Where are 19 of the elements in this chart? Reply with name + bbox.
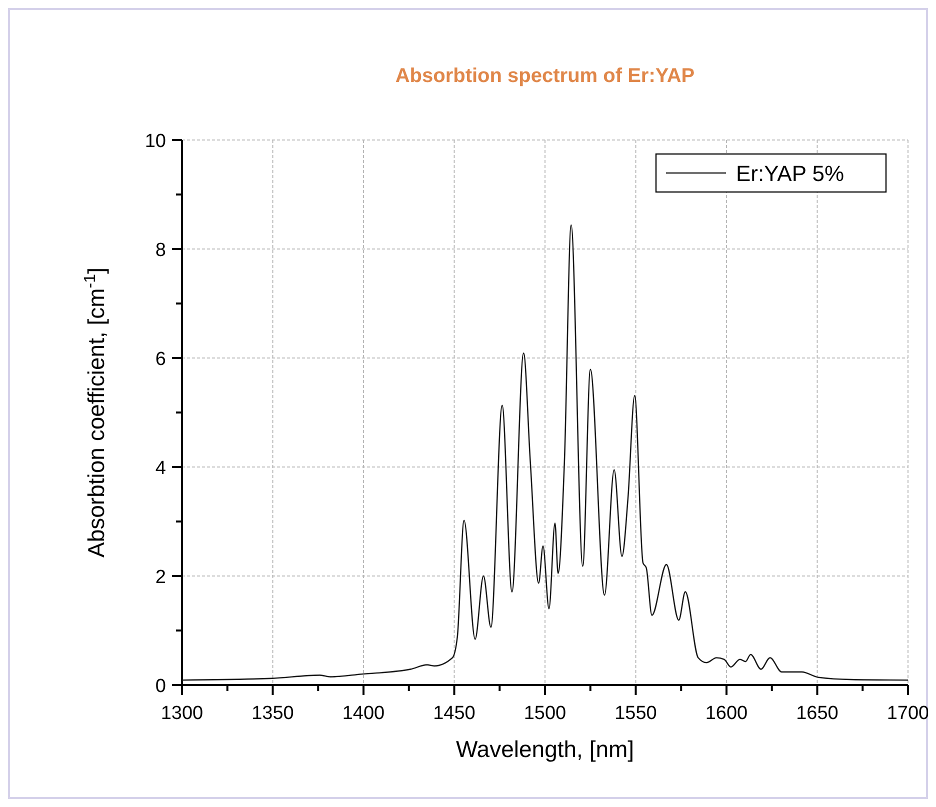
chart-title: Absorbtion spectrum of Er:YAP (395, 65, 695, 87)
y-tick-label: 8 (155, 240, 166, 261)
x-tick-label: 1400 (342, 703, 385, 724)
x-tick-label: 1350 (252, 703, 294, 724)
x-tick-label: 1450 (433, 703, 476, 724)
y-tick-label: 10 (144, 131, 166, 152)
y-tick-label: 0 (155, 676, 166, 697)
x-tick-label: 1300 (160, 703, 204, 724)
x-tick-label: 1500 (524, 703, 566, 724)
y-tick-label: 6 (155, 349, 166, 370)
x-axis-title: Wavelength, [nm] (456, 736, 634, 762)
legend-label: Er:YAP 5% (736, 161, 844, 186)
x-tick-label: 1700 (886, 703, 930, 724)
x-tick-label: 1650 (796, 703, 838, 724)
x-tick-label: 1550 (614, 703, 657, 724)
y-tick-label: 4 (155, 458, 166, 479)
x-tick-label: 1600 (705, 703, 748, 724)
line-series (181, 224, 909, 681)
y-tick-label: 2 (155, 567, 166, 588)
